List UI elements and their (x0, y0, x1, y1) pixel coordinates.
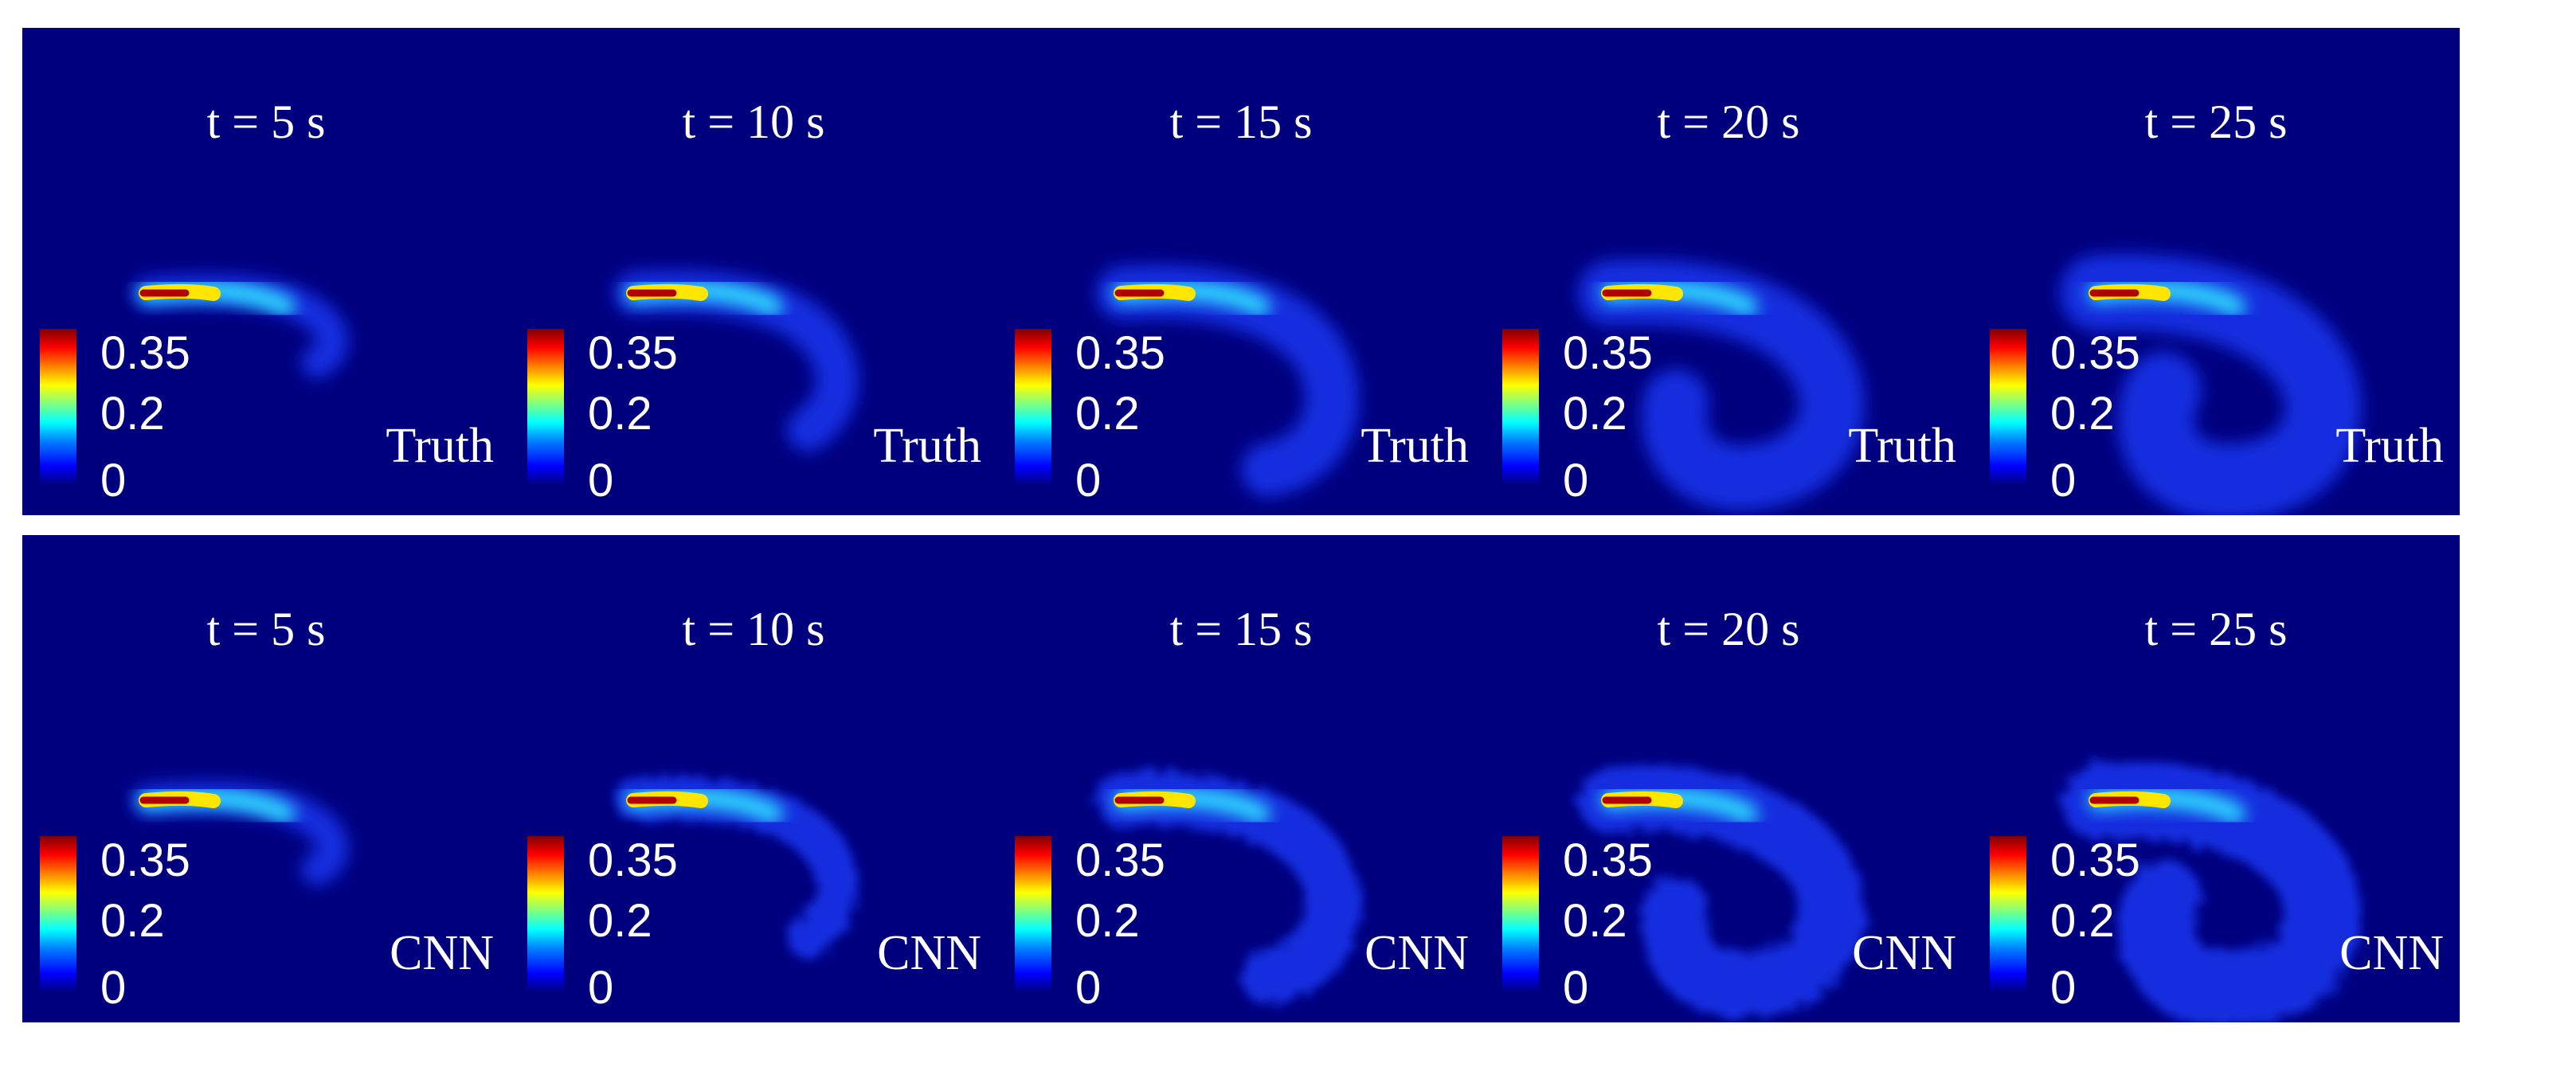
model-label: CNN (2339, 926, 2444, 980)
model-label: CNN (1364, 926, 1469, 980)
colorbar-tick-max: 0.35 (1563, 327, 1653, 379)
plume-panel: t = 20 s 0.35 0.2 0 Truth (1485, 28, 1972, 515)
colorbar (40, 329, 76, 485)
time-label: t = 25 s (2144, 603, 2288, 655)
model-label: Truth (2335, 419, 2444, 473)
plume-panel: t = 5 s 0.35 0.2 0 Truth (22, 28, 510, 515)
model-label: Truth (1360, 419, 1469, 473)
model-label: CNN (390, 926, 494, 980)
colorbar-tick-max: 0.35 (2050, 834, 2140, 886)
plume-panel: t = 5 s 0.35 0.2 0 CNN (22, 535, 510, 1022)
colorbar-tick-mid: 0.2 (1563, 388, 1627, 440)
concentration-field (1096, 264, 1360, 497)
colorbar (1502, 836, 1539, 992)
colorbar-tick-min: 0 (100, 962, 127, 1014)
plume-outer (1096, 772, 1360, 1004)
concentration-field (132, 274, 349, 378)
model-label: Truth (873, 419, 981, 473)
colorbar-tick-max: 0.35 (100, 834, 190, 886)
colorbar-tick-min: 0 (100, 455, 127, 506)
plume-panel: t = 15 s 0.35 0.2 0 Truth (997, 28, 1485, 515)
time-label: t = 20 s (1657, 603, 1800, 655)
plume-outer (1096, 264, 1360, 497)
time-label: t = 10 s (682, 603, 825, 655)
time-label: t = 5 s (206, 603, 326, 655)
plume-panel: t = 25 s 0.35 0.2 0 CNN (1972, 535, 2460, 1022)
concentration-field (614, 270, 859, 451)
plume-outer (2060, 761, 2362, 1022)
plume-panel: t = 25 s 0.35 0.2 0 Truth (1972, 28, 2460, 515)
colorbar-tick-max: 0.35 (1563, 834, 1653, 886)
colorbar (1990, 836, 2026, 992)
concentration-field (1578, 766, 1865, 1018)
model-label: CNN (877, 926, 981, 980)
colorbar-tick-min: 0 (1563, 455, 1589, 506)
model-label: Truth (1848, 419, 1956, 473)
colorbar-tick-max: 0.35 (2050, 327, 2140, 379)
colorbar-tick-min: 0 (588, 962, 614, 1014)
colorbar (40, 836, 76, 992)
colorbar-tick-mid: 0.2 (588, 895, 652, 947)
plume-outer (1578, 766, 1865, 1018)
colorbar-tick-min: 0 (1075, 455, 1102, 506)
plume-panel: t = 10 s 0.35 0.2 0 Truth (510, 28, 997, 515)
colorbar-tick-mid: 0.2 (100, 388, 165, 440)
colorbar-tick-min: 0 (1563, 962, 1589, 1014)
concentration-field (132, 781, 349, 885)
colorbar-tick-mid: 0.2 (1075, 895, 1140, 947)
colorbar-tick-max: 0.35 (1075, 834, 1165, 886)
plume-outer (2060, 254, 2362, 515)
time-label: t = 15 s (1169, 603, 1313, 655)
colorbar (1015, 329, 1051, 485)
plume-panel: t = 15 s 0.35 0.2 0 CNN (997, 535, 1485, 1022)
concentration-field (2060, 761, 2362, 1022)
colorbar (527, 329, 564, 485)
colorbar-tick-mid: 0.2 (588, 388, 652, 440)
colorbar-tick-mid: 0.2 (2050, 388, 2115, 440)
model-label: CNN (1852, 926, 1956, 980)
colorbar-tick-max: 0.35 (588, 327, 678, 379)
colorbar-tick-min: 0 (1075, 962, 1102, 1014)
colorbar-tick-mid: 0.2 (2050, 895, 2115, 947)
plume-panel: t = 10 s 0.35 0.2 0 CNN (510, 535, 997, 1022)
colorbar (527, 836, 564, 992)
colorbar-tick-max: 0.35 (588, 834, 678, 886)
colorbar-tick-mid: 0.2 (1563, 895, 1627, 947)
concentration-field (1578, 259, 1865, 511)
colorbar (1502, 329, 1539, 485)
colorbar (1015, 836, 1051, 992)
time-label: t = 20 s (1657, 96, 1800, 148)
concentration-field (614, 777, 859, 959)
plume-outer (1578, 259, 1865, 511)
colorbar-tick-mid: 0.2 (1075, 388, 1140, 440)
colorbar-tick-max: 0.35 (100, 327, 190, 379)
colorbar-tick-max: 0.35 (1075, 327, 1165, 379)
plume-panel: t = 20 s 0.35 0.2 0 CNN (1485, 535, 1972, 1022)
colorbar-tick-mid: 0.2 (100, 895, 165, 947)
time-label: t = 5 s (206, 96, 326, 148)
concentration-field (2060, 254, 2362, 515)
time-label: t = 10 s (682, 96, 825, 148)
time-label: t = 15 s (1169, 96, 1313, 148)
concentration-field (1096, 772, 1360, 1004)
colorbar-tick-min: 0 (2050, 962, 2077, 1014)
colorbar-tick-min: 0 (2050, 455, 2077, 506)
colorbar-tick-min: 0 (588, 455, 614, 506)
model-label: Truth (386, 419, 494, 473)
colorbar (1990, 329, 2026, 485)
time-label: t = 25 s (2144, 96, 2288, 148)
